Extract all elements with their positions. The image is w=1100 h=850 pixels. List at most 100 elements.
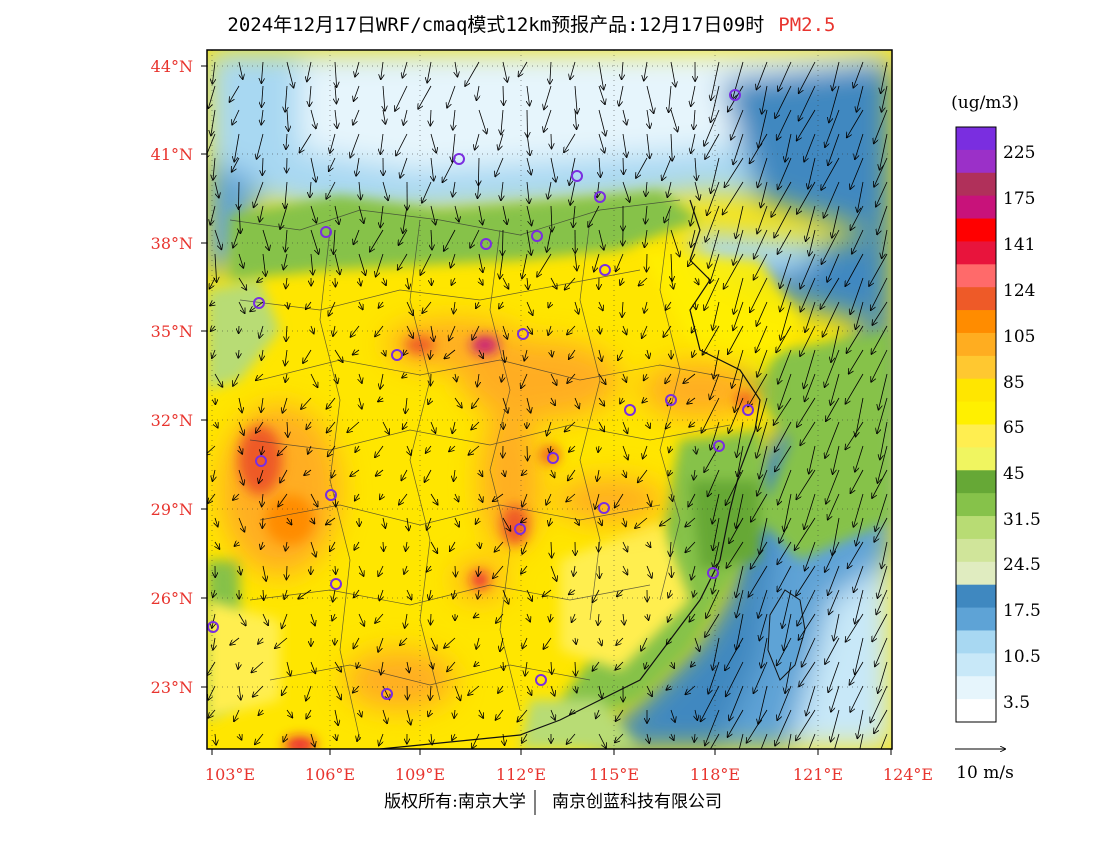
wind-arrow [455,61,457,77]
wind-arrow [695,277,699,284]
wind-arrow [256,421,264,433]
wind-arrow [355,61,360,77]
wind-arrow [597,469,599,481]
wind-arrow [212,613,215,628]
wind-arrow [309,85,311,106]
wind-arrow [597,181,599,197]
city-marker [594,191,606,203]
wind-arrow [454,709,455,718]
wind-arrow [398,253,408,270]
wind-arrow [548,181,551,199]
wind-arrow [622,301,623,317]
wind-arrow [310,541,316,557]
wind-arrow [211,326,215,331]
wind-arrow [876,181,888,207]
wind-arrow [310,373,318,387]
wind-arrow [527,685,532,695]
wind-arrow [870,685,888,722]
wind-arrow [332,613,335,621]
wind-arrow [543,589,552,596]
city-markers [207,89,754,700]
wind-arrow [427,565,432,572]
wind-arrow [567,325,576,335]
wind-arrow [711,61,720,100]
wind-arrow [383,350,386,356]
wind-arrow [647,421,650,428]
wind-arrow [550,277,557,289]
wind-arrow [359,181,361,199]
wind-arrow [358,565,364,576]
wind-arrow [405,613,407,628]
wind-arrow [664,205,672,222]
wind-arrow [311,253,313,275]
wind-arrow [478,253,483,272]
wind-arrow [527,445,528,460]
wind-arrow [874,709,888,733]
wind-arrow [708,229,720,268]
wind-arrow [527,613,530,622]
city-marker [729,89,741,101]
wind-arrow [876,589,888,614]
wind-arrow [777,637,792,665]
wind-arrow [647,133,650,158]
legend-color-swatch [956,378,996,403]
wind-arrow [683,373,696,383]
wind-arrow [728,709,744,737]
legend-color-swatch [956,516,996,540]
wind-arrow [208,493,216,503]
wind-arrow [695,157,697,180]
wind-arrow [310,493,318,506]
wind-arrow [380,373,383,389]
legend-color-swatch [956,264,996,288]
wind-arrow [796,565,816,596]
wind-arrow [619,85,624,106]
wind-arrow [750,277,768,312]
wind-arrow [350,133,360,157]
legend-color-swatch [956,584,996,609]
wind-arrow [551,661,552,674]
wind-arrow [695,445,696,454]
wind-arrow [623,109,627,125]
wind-arrow [646,565,652,578]
legend-unit: (ug/m3) [951,93,1019,113]
wind-arrow [795,517,816,550]
legend-color-swatch [956,630,996,654]
wind-arrow [380,205,383,227]
wind-arrow [311,733,315,747]
wind-arrow [668,589,671,598]
wind-arrow [694,109,695,129]
wind-arrow [598,61,604,89]
wind-arrow [832,517,840,555]
wind-arrow [547,229,552,252]
wind-arrow [748,373,768,406]
wind-arrow [879,373,888,410]
wind-arrow [425,469,432,482]
wind-arrow [454,469,456,481]
wind-arrow [877,205,888,234]
wind-arrow [880,421,888,459]
legend-label: 24.5 [1003,555,1041,575]
axis-ticks [201,65,892,755]
wind-arrow [620,277,623,285]
wind-arrow [285,373,287,382]
wind-arrow [310,181,311,197]
lon-label: 106°E [305,765,355,784]
wind-arrow [705,133,720,159]
wind-arrow [616,709,624,721]
wind-arrow [728,325,744,354]
wind-arrow [403,421,407,429]
wind-arrow [874,157,888,187]
legend-color-swatch [956,401,996,425]
wind-arrow [401,469,408,480]
wind-arrow [430,109,431,126]
legend-label: 10.5 [1003,647,1041,667]
wind-arrow [644,301,647,313]
wind-arrow [802,637,816,667]
wind-arrow [526,205,532,225]
wind-arrow [646,85,654,113]
wind-arrow [854,565,864,592]
wind-arrow [797,397,816,427]
wind-arrow [379,301,384,308]
wind-arrow [645,229,648,247]
wind-arrow [702,397,720,433]
